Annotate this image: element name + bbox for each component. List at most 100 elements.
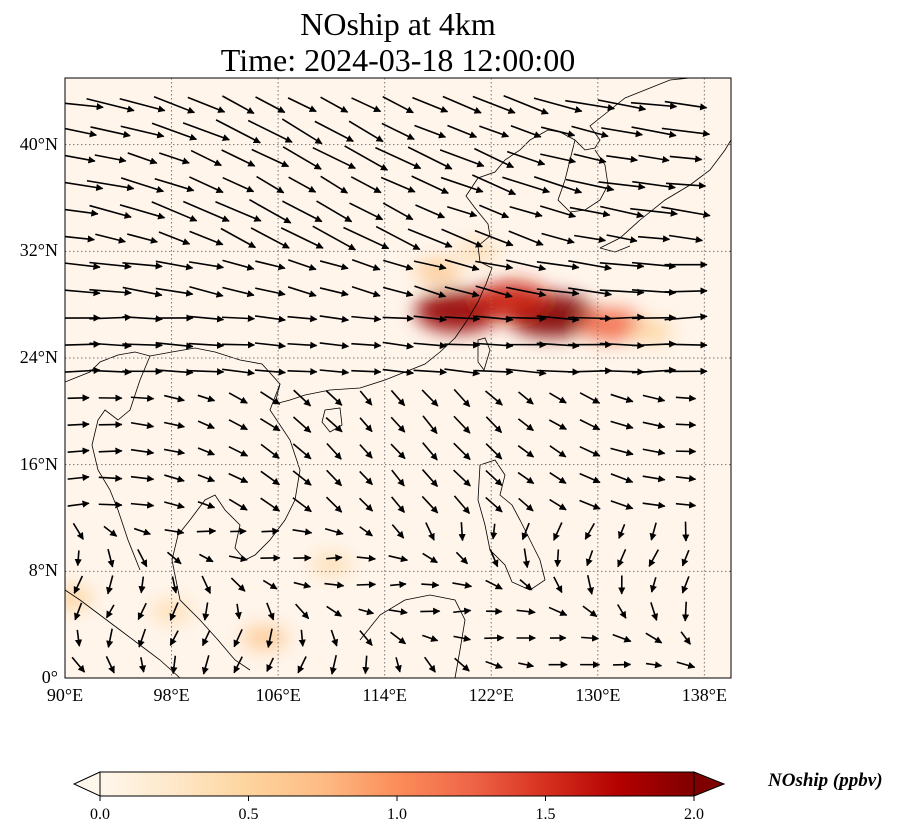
wind-vector-arrow bbox=[394, 657, 402, 673]
wind-vector-arrow bbox=[65, 102, 104, 111]
wind-vector-arrow bbox=[441, 228, 483, 248]
wind-vector-arrow bbox=[616, 604, 627, 619]
wind-vector-arrow bbox=[255, 287, 286, 297]
wind-vector-arrow bbox=[439, 149, 485, 168]
wind-vector-arrow bbox=[351, 258, 381, 271]
wind-vector-arrow bbox=[421, 389, 439, 407]
wind-vector-arrow bbox=[197, 501, 216, 509]
wind-vector-arrow bbox=[312, 225, 357, 251]
concentration-hotspot bbox=[414, 259, 461, 284]
wind-vector-arrow bbox=[668, 234, 704, 244]
wind-vector-arrow bbox=[584, 523, 596, 540]
wind-vector-arrow bbox=[254, 368, 287, 376]
wind-vector-arrow bbox=[522, 548, 530, 569]
latitude-tick-label: 32°N bbox=[19, 240, 58, 261]
wind-vector-arrow bbox=[540, 126, 576, 138]
wind-vector-arrow bbox=[518, 497, 534, 512]
wind-vector-arrow bbox=[316, 200, 353, 223]
wind-vector-arrow bbox=[358, 497, 374, 512]
wind-vector-arrow bbox=[506, 259, 547, 272]
wind-vector-arrow bbox=[312, 146, 356, 170]
wind-vector-arrow bbox=[579, 445, 601, 457]
wind-vector-arrow bbox=[260, 470, 280, 486]
longitude-tick-label: 122°E bbox=[468, 685, 514, 705]
wind-vector-arrow bbox=[649, 522, 657, 541]
wind-vector-arrow bbox=[442, 95, 482, 114]
wind-vector-arrow bbox=[612, 633, 632, 643]
wind-vector-arrow bbox=[187, 96, 226, 113]
wind-vector-arrow bbox=[222, 259, 255, 271]
wind-vector-arrow bbox=[197, 474, 216, 483]
wind-vector-arrow bbox=[664, 341, 708, 349]
wind-vector-arrow bbox=[350, 176, 382, 194]
wind-vector-arrow bbox=[325, 417, 343, 433]
wind-vector-arrow bbox=[130, 501, 155, 509]
wind-vector-arrow bbox=[159, 152, 190, 165]
wind-vector-arrow bbox=[158, 231, 191, 245]
wind-vector-arrow bbox=[105, 604, 115, 619]
colorbar-tick-label: 0.5 bbox=[238, 806, 259, 823]
wind-vector-arrow bbox=[642, 475, 666, 483]
wind-vector-arrow bbox=[382, 341, 414, 350]
wind-vector-arrow bbox=[314, 120, 354, 143]
wind-vector-arrow bbox=[597, 99, 647, 112]
wind-vector-arrow bbox=[138, 576, 146, 594]
wind-vector-arrow bbox=[517, 418, 534, 432]
wind-vector-arrow bbox=[151, 122, 198, 141]
wind-vector-arrow bbox=[664, 313, 708, 321]
wind-vector-arrow bbox=[676, 661, 696, 669]
wind-vector-arrow bbox=[324, 527, 344, 536]
wind-vector-arrow bbox=[188, 315, 225, 323]
wind-vector-arrow bbox=[381, 122, 415, 140]
longitude-tick-label: 130°E bbox=[575, 685, 621, 705]
wind-vector-arrow bbox=[359, 390, 373, 406]
wind-vector-arrow bbox=[234, 603, 242, 620]
map-plot bbox=[64, 77, 732, 679]
wind-vector-arrow bbox=[362, 655, 370, 675]
wind-vector-arrow bbox=[675, 394, 697, 402]
wind-vector-arrow bbox=[568, 260, 612, 271]
wind-vector-arrow bbox=[517, 471, 535, 485]
wind-vector-arrow bbox=[540, 205, 577, 219]
wind-vector-arrow bbox=[411, 175, 449, 194]
wind-vector-arrow bbox=[638, 154, 670, 164]
wind-vector-arrow bbox=[182, 122, 230, 141]
wind-vector-arrow bbox=[137, 549, 148, 568]
wind-vector-arrow bbox=[453, 495, 471, 515]
wind-vector-arrow bbox=[650, 602, 659, 621]
wind-vector-arrow bbox=[287, 286, 317, 298]
wind-vector-arrow bbox=[228, 445, 249, 457]
wind-vector-arrow bbox=[260, 391, 281, 405]
wind-vector-arrow bbox=[382, 368, 415, 376]
wind-vector-arrow bbox=[421, 469, 439, 487]
wind-vector-arrow bbox=[282, 146, 322, 170]
wind-vector-arrow bbox=[169, 602, 179, 621]
wind-vector-arrow bbox=[502, 176, 551, 194]
wind-vector-arrow bbox=[119, 204, 166, 220]
wind-vector-arrow bbox=[164, 394, 185, 403]
wind-vector-arrow bbox=[265, 628, 274, 648]
gridlines bbox=[65, 78, 731, 678]
wind-vector-arrow bbox=[351, 341, 382, 349]
wind-vector-arrow bbox=[288, 176, 317, 193]
wind-vector-arrow bbox=[221, 149, 256, 167]
wind-vector-arrow bbox=[474, 315, 514, 323]
wind-vector-arrow bbox=[412, 96, 449, 113]
wind-vector-arrow bbox=[425, 522, 435, 541]
wind-vector-arrow bbox=[509, 205, 543, 218]
coastline-philippines bbox=[477, 459, 546, 591]
wind-vector-arrow bbox=[122, 341, 163, 349]
wind-vector-arrow bbox=[413, 341, 448, 350]
wind-vector-arrow bbox=[222, 286, 255, 298]
wind-vector-arrow bbox=[485, 496, 503, 513]
wind-vector-arrow bbox=[390, 631, 407, 645]
wind-vector-arrow bbox=[642, 394, 666, 403]
wind-vector-arrow bbox=[259, 418, 281, 432]
wind-vector-arrow bbox=[292, 416, 312, 433]
wind-vector-arrow bbox=[485, 390, 503, 406]
wind-vector-arrow bbox=[130, 475, 155, 483]
wind-vector-arrow bbox=[444, 368, 481, 377]
coastline-sumatra bbox=[65, 589, 181, 678]
wind-vector-arrow bbox=[630, 101, 678, 110]
wind-vector-arrow bbox=[479, 125, 510, 138]
